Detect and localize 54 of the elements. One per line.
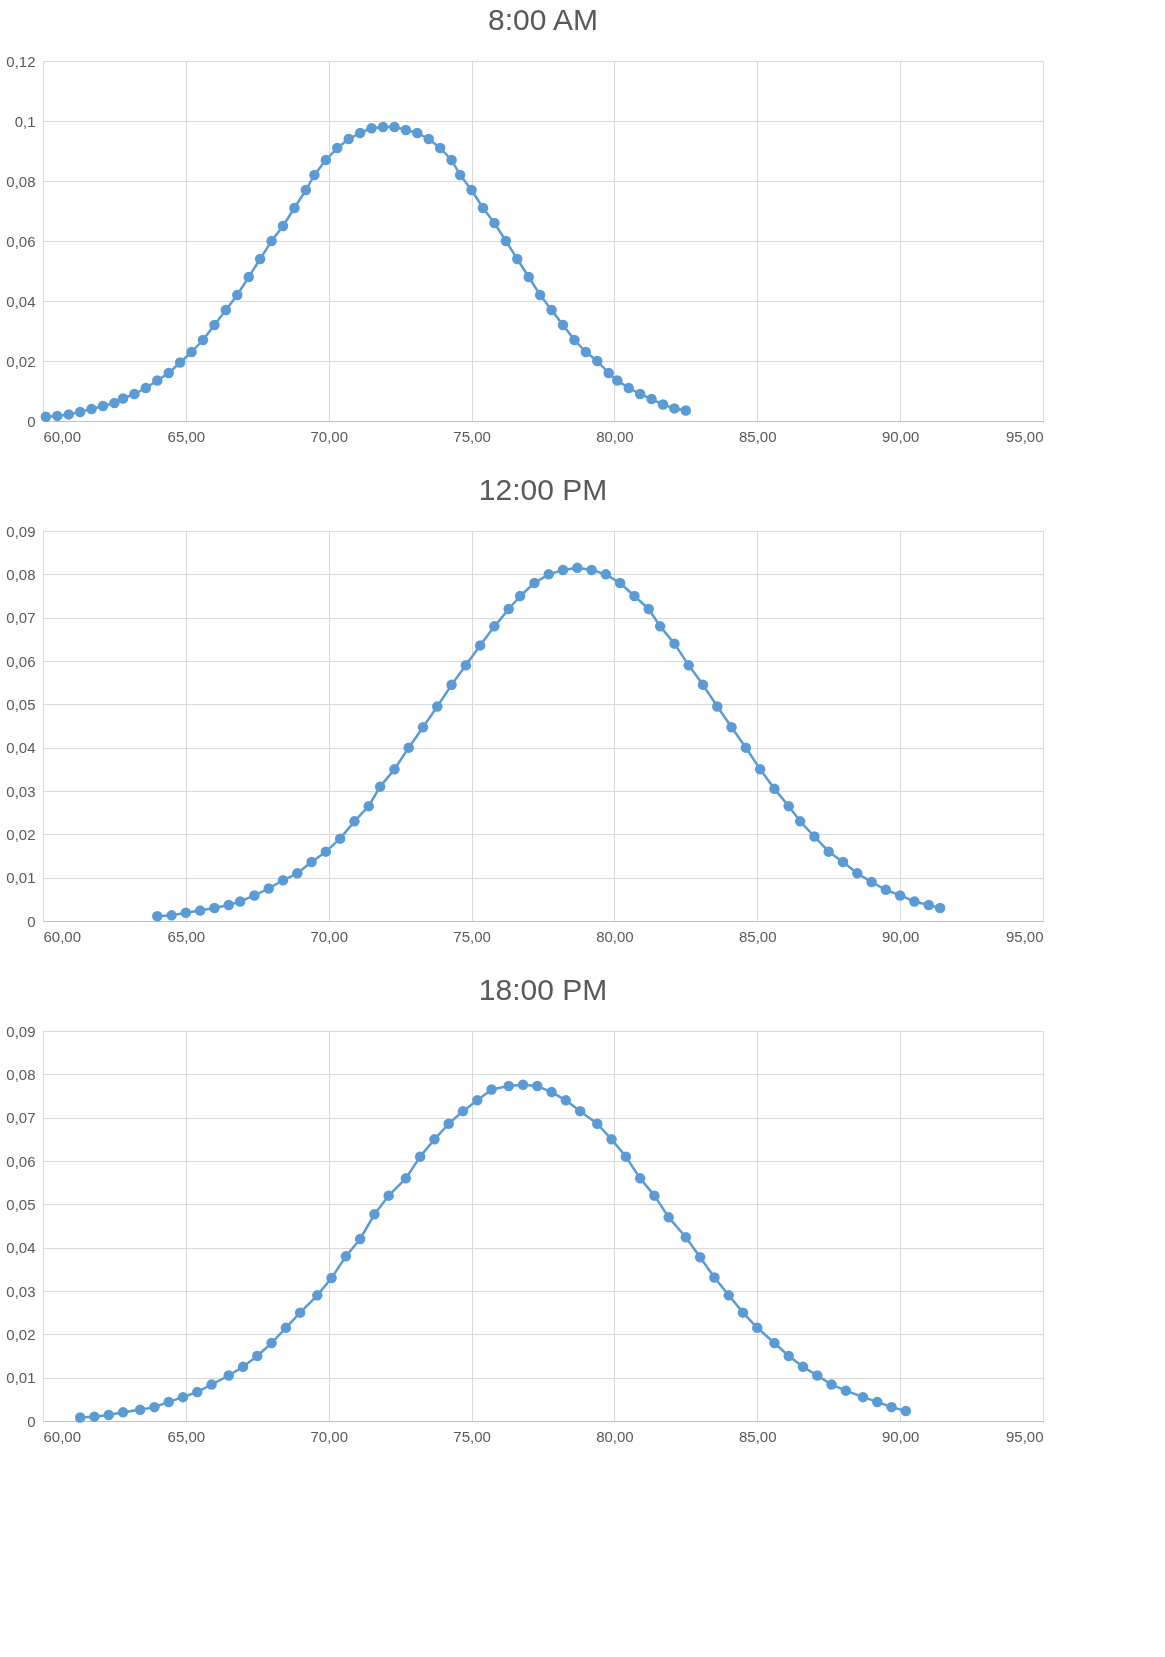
y-tick-label: 0,04 — [6, 292, 36, 310]
y-tick-label: 0,07 — [6, 609, 36, 627]
x-tick-label: 80,00 — [596, 1427, 634, 1445]
y-tick-label: 0,01 — [6, 869, 36, 887]
y-tick-label: 0,05 — [6, 695, 36, 713]
chart-title: 12:00 PM — [478, 473, 608, 506]
x-tick-label: 70,00 — [310, 427, 348, 445]
y-tick-label: 0,09 — [6, 1022, 36, 1040]
y-tick-label: 0,1 — [14, 112, 36, 130]
y-tick-label: 0,02 — [6, 1325, 36, 1343]
y-tick-label: 0 — [27, 912, 36, 930]
x-tick-label: 80,00 — [596, 427, 634, 445]
y-tick-label: 0,04 — [6, 1239, 36, 1257]
x-tick-label: 95,00 — [1005, 427, 1044, 445]
x-tick-label: 85,00 — [739, 427, 777, 445]
y-tick-label: 0,01 — [6, 1369, 36, 1387]
y-tick-label: 0,04 — [6, 739, 36, 757]
y-tick-label: 0,02 — [6, 825, 36, 843]
x-tick-label: 80,00 — [596, 927, 634, 945]
x-tick-label: 60,00 — [43, 1427, 82, 1445]
x-tick-label: 95,00 — [1005, 1427, 1044, 1445]
x-tick-label: 85,00 — [739, 1427, 777, 1445]
y-tick-label: 0 — [27, 1412, 36, 1430]
x-tick-label: 70,00 — [310, 927, 348, 945]
y-tick-label: 0,09 — [6, 522, 36, 540]
x-tick-label: 90,00 — [881, 1427, 920, 1445]
y-tick-label: 0,05 — [6, 1195, 36, 1213]
x-tick-label: 65,00 — [167, 927, 206, 945]
x-tick-label: 75,00 — [453, 1427, 491, 1445]
x-tick-label: 65,00 — [167, 427, 206, 445]
x-tick-label: 75,00 — [453, 427, 491, 445]
x-tick-label: 90,00 — [881, 427, 920, 445]
y-tick-label: 0,03 — [6, 1282, 36, 1300]
y-tick-label: 0,07 — [6, 1109, 36, 1127]
y-tick-label: 0,02 — [6, 352, 36, 370]
chart-title: 8:00 AM — [487, 3, 599, 36]
y-tick-label: 0,03 — [6, 782, 36, 800]
y-tick-label: 0,06 — [6, 232, 36, 250]
x-tick-label: 60,00 — [43, 427, 82, 445]
y-tick-label: 0,08 — [6, 172, 36, 190]
y-tick-label: 0,06 — [6, 1152, 36, 1170]
x-tick-label: 65,00 — [167, 1427, 206, 1445]
x-tick-label: 60,00 — [43, 927, 82, 945]
x-tick-label: 85,00 — [739, 927, 777, 945]
x-tick-label: 90,00 — [881, 927, 920, 945]
y-tick-label: 0,08 — [6, 565, 36, 583]
x-tick-label: 75,00 — [453, 927, 491, 945]
chart-title: 18:00 PM — [478, 973, 608, 1006]
y-tick-label: 0 — [27, 412, 36, 430]
y-tick-label: 0,06 — [6, 652, 36, 670]
x-tick-label: 95,00 — [1005, 927, 1044, 945]
x-tick-label: 70,00 — [310, 1427, 348, 1445]
y-tick-label: 0,08 — [6, 1065, 36, 1083]
y-tick-label: 0,12 — [6, 52, 36, 70]
